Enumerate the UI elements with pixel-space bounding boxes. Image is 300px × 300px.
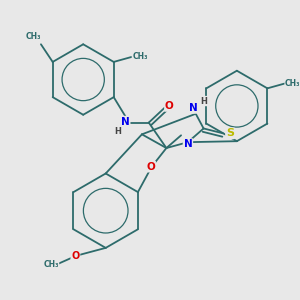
Text: CH₃: CH₃ (26, 32, 41, 41)
Text: CH₃: CH₃ (285, 79, 300, 88)
Text: S: S (226, 128, 234, 138)
Text: H: H (200, 97, 207, 106)
Text: O: O (146, 162, 155, 172)
Text: H: H (114, 127, 121, 136)
Text: O: O (71, 251, 80, 261)
Text: N: N (189, 103, 198, 113)
Text: CH₃: CH₃ (132, 52, 148, 61)
Text: N: N (184, 139, 192, 149)
Text: N: N (121, 117, 130, 127)
Text: CH₃: CH₃ (43, 260, 58, 269)
Text: O: O (165, 101, 174, 111)
